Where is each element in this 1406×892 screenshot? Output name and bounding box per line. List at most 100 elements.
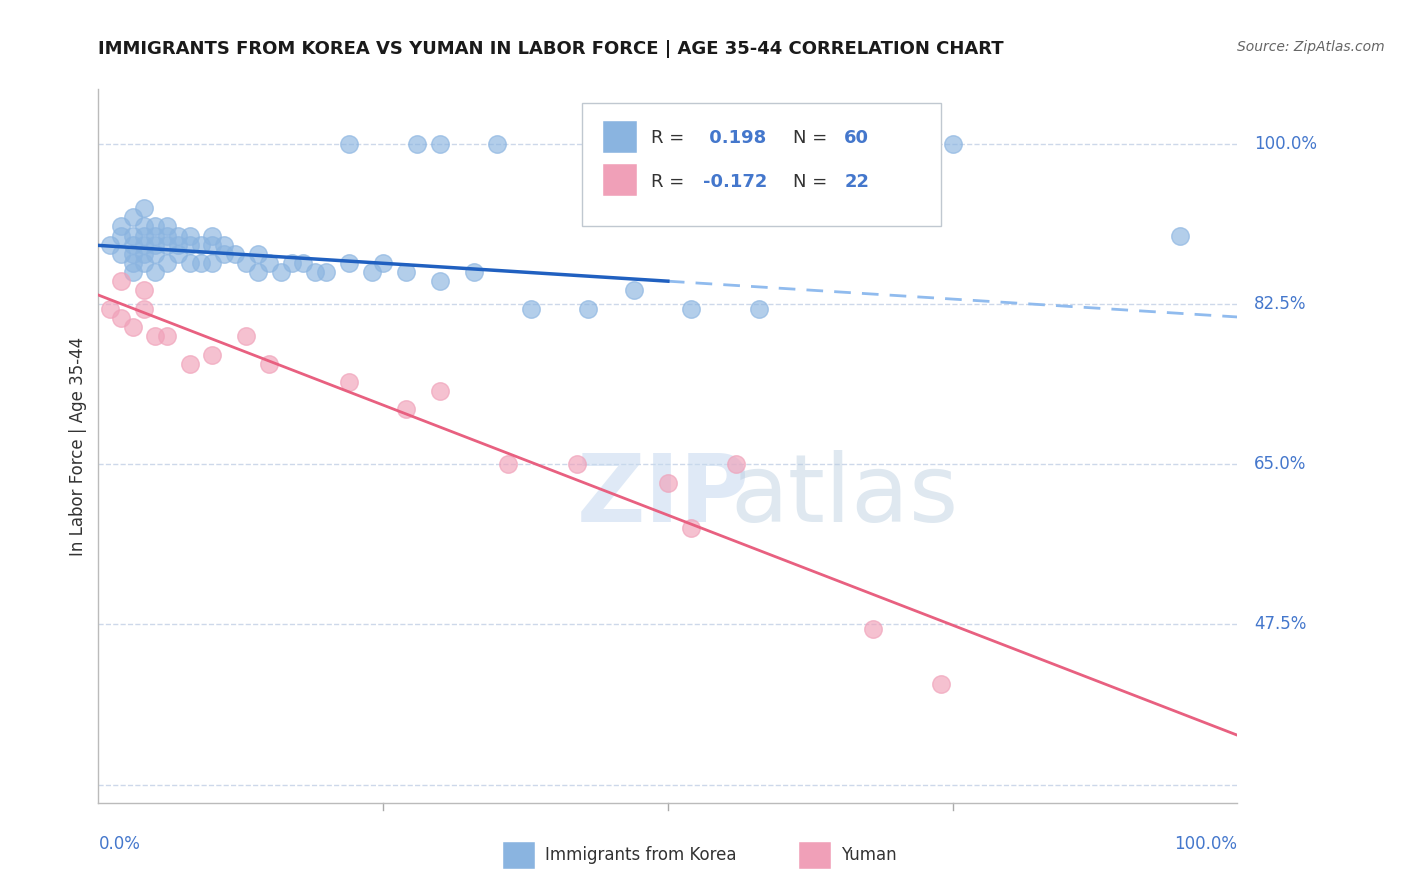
Point	[132, 228, 155, 243]
Point	[179, 256, 201, 270]
Point	[463, 265, 485, 279]
Point	[212, 247, 235, 261]
Point	[145, 329, 167, 343]
Point	[179, 357, 201, 371]
Point	[167, 228, 190, 243]
Text: -0.172: -0.172	[703, 173, 768, 191]
Point	[121, 256, 143, 270]
Point	[270, 265, 292, 279]
Point	[201, 237, 224, 252]
Point	[110, 219, 132, 234]
Point	[179, 228, 201, 243]
Point	[110, 310, 132, 325]
Point	[770, 137, 793, 152]
Point	[190, 256, 212, 270]
Point	[429, 137, 451, 152]
Point	[156, 329, 179, 343]
Point	[281, 256, 304, 270]
Point	[98, 237, 121, 252]
Point	[201, 228, 224, 243]
Text: Immigrants from Korea: Immigrants from Korea	[546, 846, 737, 863]
Point	[145, 219, 167, 234]
Text: ZIP: ZIP	[576, 450, 749, 542]
Point	[121, 247, 143, 261]
Point	[623, 284, 645, 298]
Point	[121, 237, 143, 252]
Point	[235, 256, 257, 270]
Point	[292, 256, 315, 270]
Point	[748, 301, 770, 316]
Point	[725, 458, 748, 472]
Point	[132, 301, 155, 316]
Point	[315, 265, 337, 279]
FancyBboxPatch shape	[503, 842, 534, 869]
Point	[337, 256, 360, 270]
Point	[235, 329, 257, 343]
Point	[132, 237, 155, 252]
Point	[121, 320, 143, 334]
Text: 0.0%: 0.0%	[98, 835, 141, 853]
Point	[98, 301, 121, 316]
Point	[429, 384, 451, 398]
Point	[942, 137, 965, 152]
Point	[145, 228, 167, 243]
Text: 60: 60	[845, 129, 869, 147]
Point	[110, 228, 132, 243]
Point	[145, 247, 167, 261]
Point	[657, 475, 679, 490]
Point	[395, 402, 418, 417]
Point	[839, 137, 862, 152]
Point	[132, 247, 155, 261]
Point	[498, 458, 520, 472]
Point	[406, 137, 429, 152]
Text: R =: R =	[651, 173, 690, 191]
Point	[862, 622, 884, 636]
Point	[246, 265, 269, 279]
Point	[132, 219, 155, 234]
Point	[201, 347, 224, 361]
Text: IMMIGRANTS FROM KOREA VS YUMAN IN LABOR FORCE | AGE 35-44 CORRELATION CHART: IMMIGRANTS FROM KOREA VS YUMAN IN LABOR …	[98, 40, 1004, 58]
Point	[371, 256, 394, 270]
Text: 47.5%: 47.5%	[1254, 615, 1306, 633]
Point	[679, 301, 702, 316]
Text: 65.0%: 65.0%	[1254, 455, 1306, 474]
Point	[132, 201, 155, 215]
Point	[304, 265, 326, 279]
FancyBboxPatch shape	[582, 103, 941, 227]
Point	[224, 247, 246, 261]
Point	[121, 228, 143, 243]
Point	[360, 265, 382, 279]
Point	[167, 237, 190, 252]
Text: 82.5%: 82.5%	[1254, 295, 1306, 313]
FancyBboxPatch shape	[603, 121, 637, 153]
Y-axis label: In Labor Force | Age 35-44: In Labor Force | Age 35-44	[69, 336, 87, 556]
Point	[132, 284, 155, 298]
Point	[156, 228, 179, 243]
Text: 22: 22	[845, 173, 869, 191]
Point	[145, 265, 167, 279]
Text: N =: N =	[793, 173, 834, 191]
Point	[486, 137, 509, 152]
Point	[145, 237, 167, 252]
Text: 100.0%: 100.0%	[1174, 835, 1237, 853]
Point	[156, 237, 179, 252]
Point	[121, 211, 143, 225]
Point	[121, 265, 143, 279]
Text: 100.0%: 100.0%	[1254, 135, 1317, 153]
Point	[156, 256, 179, 270]
Text: 0.198: 0.198	[703, 129, 766, 147]
FancyBboxPatch shape	[799, 842, 831, 869]
Text: Source: ZipAtlas.com: Source: ZipAtlas.com	[1237, 40, 1385, 54]
Point	[429, 274, 451, 288]
Point	[395, 265, 418, 279]
Point	[576, 301, 599, 316]
FancyBboxPatch shape	[603, 164, 637, 196]
Text: atlas: atlas	[731, 450, 959, 542]
Point	[520, 301, 543, 316]
Point	[929, 677, 952, 691]
Point	[565, 458, 588, 472]
Point	[679, 521, 702, 535]
Point	[337, 375, 360, 389]
Point	[1170, 228, 1192, 243]
Point	[259, 357, 281, 371]
